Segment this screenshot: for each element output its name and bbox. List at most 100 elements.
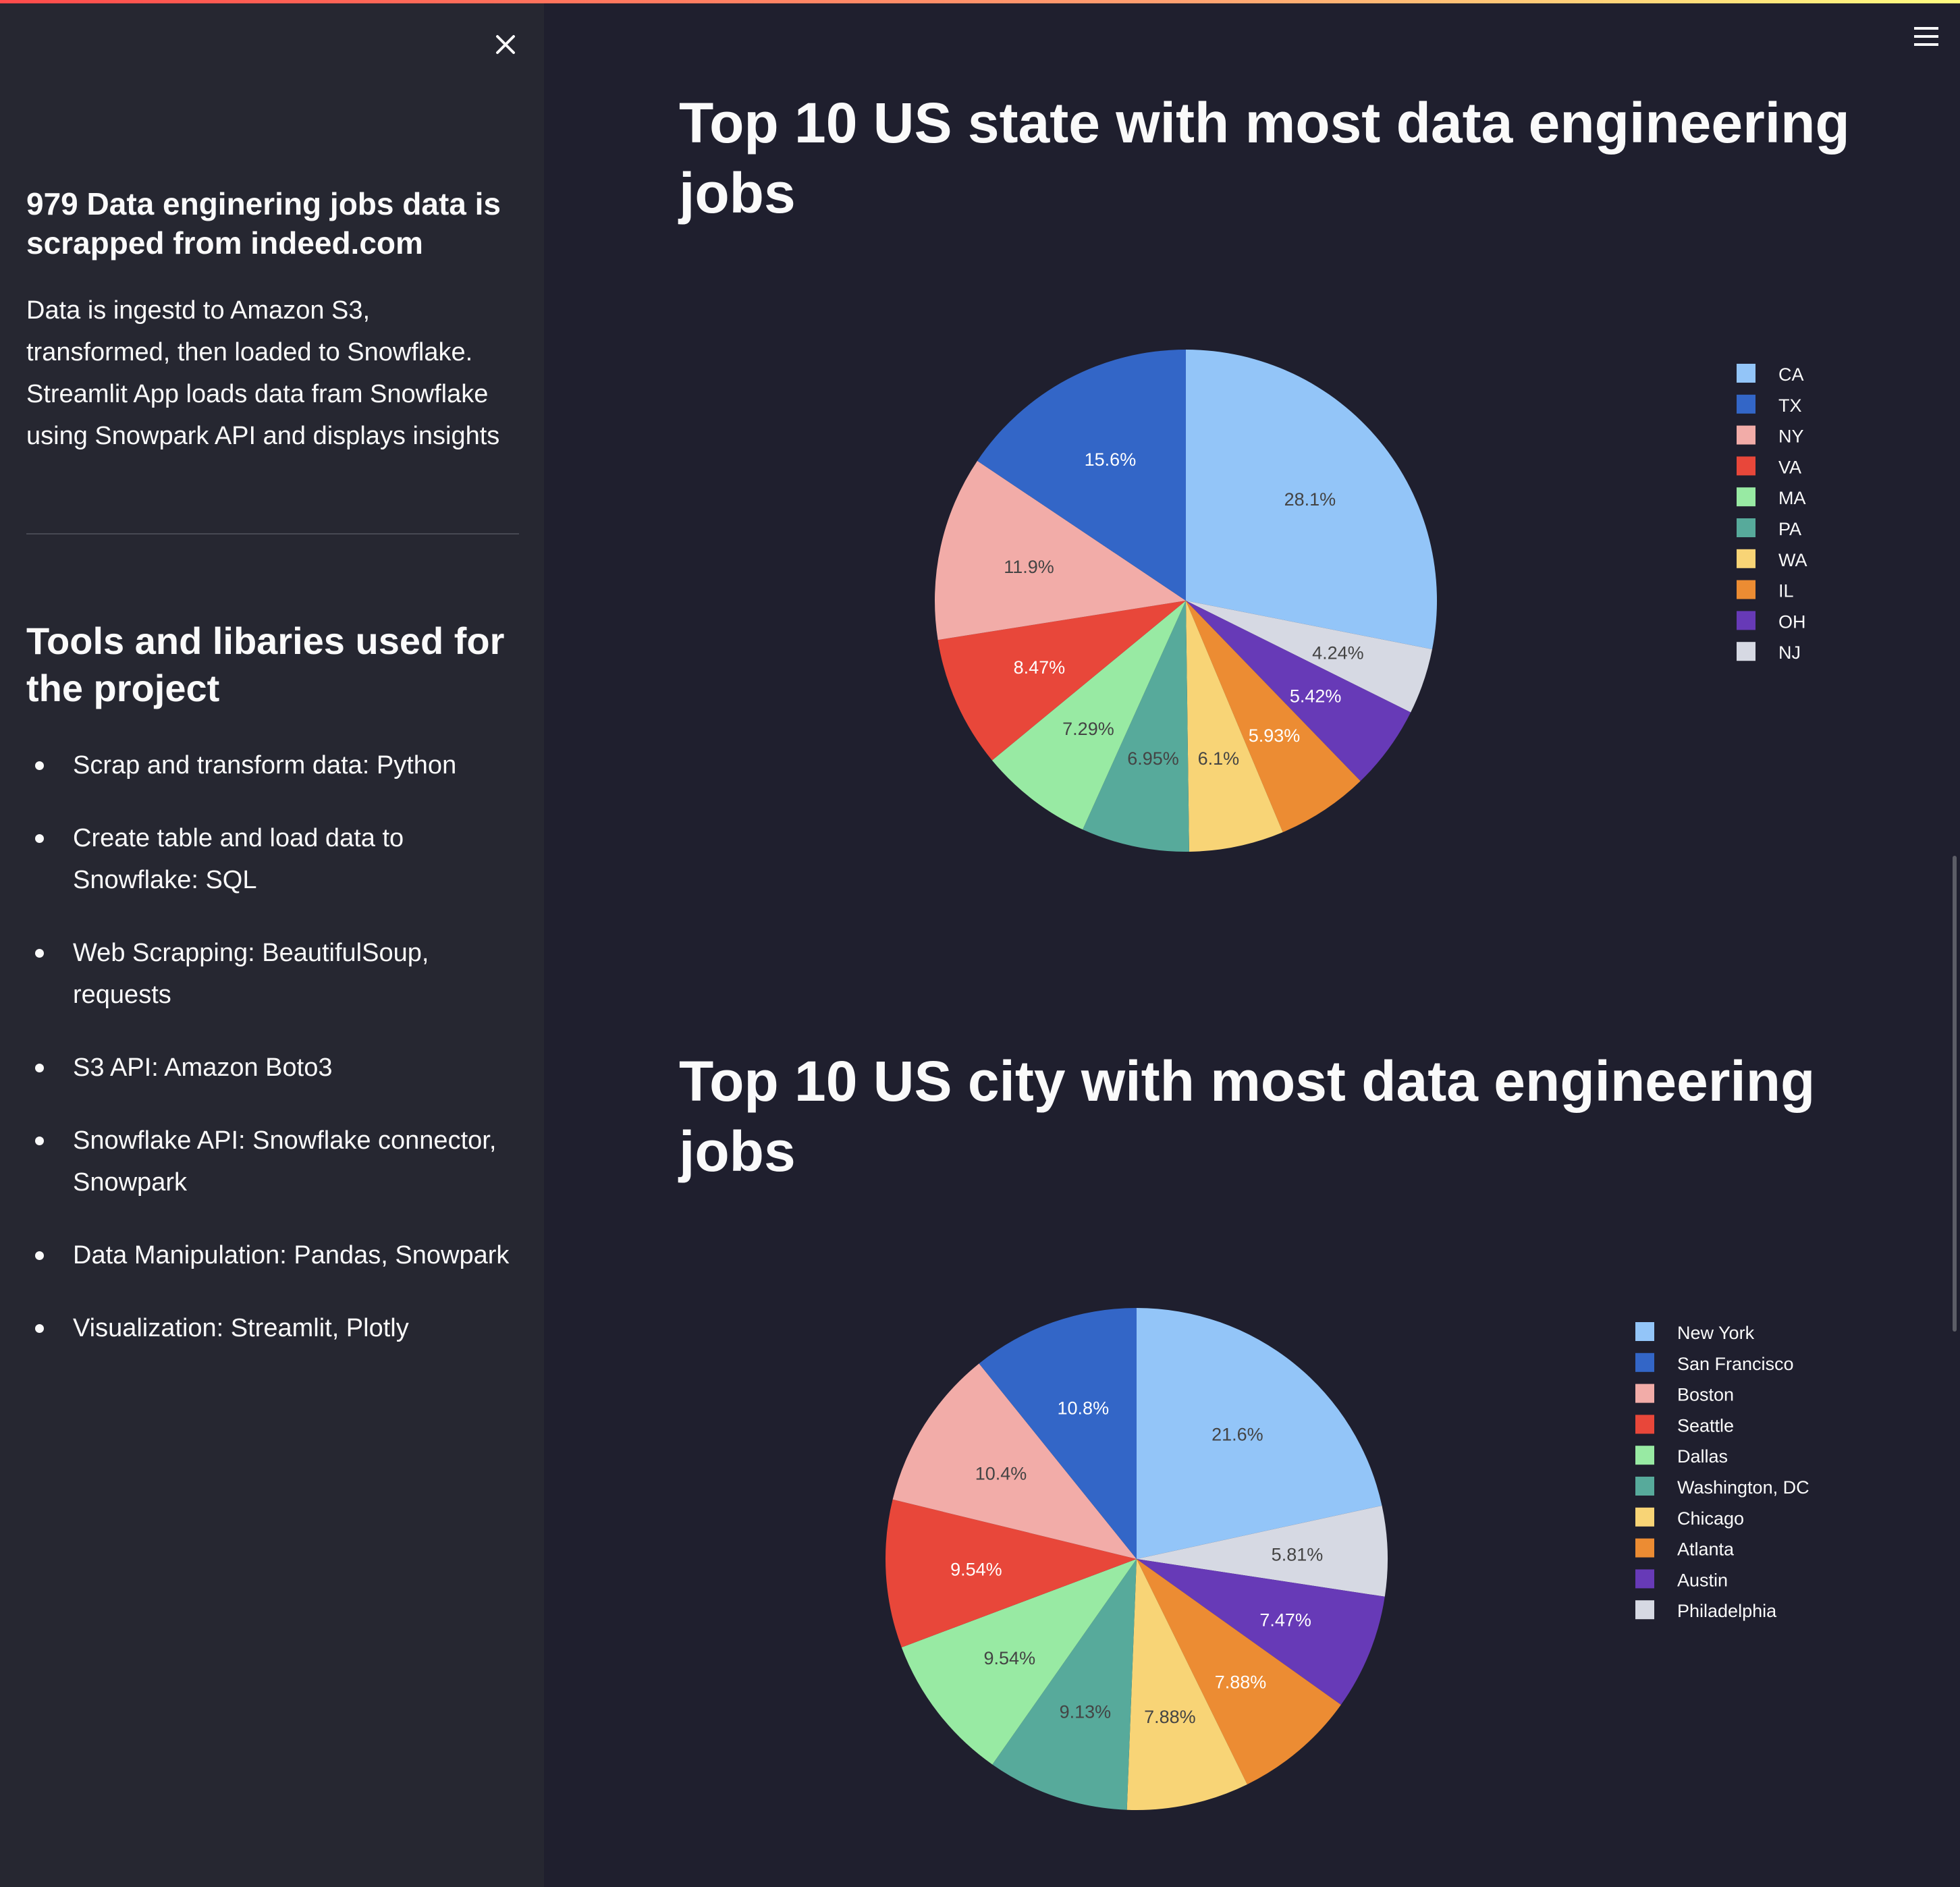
close-sidebar-button[interactable] bbox=[491, 30, 520, 59]
close-icon bbox=[496, 35, 515, 54]
pie-slice[interactable] bbox=[992, 1559, 1137, 1810]
main-menu-button[interactable] bbox=[1914, 27, 1938, 47]
pie-data-label: 7.88% bbox=[1144, 1707, 1196, 1727]
legend-label[interactable]: NJ bbox=[1778, 642, 1801, 663]
pie-data-label: 4.24% bbox=[1312, 643, 1364, 663]
pie-slice[interactable] bbox=[1186, 601, 1283, 852]
legend-swatch[interactable] bbox=[1737, 580, 1755, 599]
pie-slice[interactable] bbox=[1137, 1308, 1382, 1559]
legend-label[interactable]: MA bbox=[1778, 488, 1806, 508]
pie-data-label: 21.6% bbox=[1212, 1425, 1263, 1445]
top-accent-bar bbox=[0, 0, 1960, 3]
legend-label[interactable]: NY bbox=[1778, 427, 1804, 447]
chart-legend: New York San Francisco Boston Seattle Dallas… bbox=[1635, 1322, 1809, 1621]
pie-data-label: 28.1% bbox=[1284, 489, 1336, 510]
legend-label[interactable]: San Francisco bbox=[1677, 1354, 1794, 1374]
legend-swatch[interactable] bbox=[1635, 1569, 1654, 1589]
sidebar: 979 Data enginering jobs data is scrappe… bbox=[0, 3, 544, 1887]
pie-slice[interactable] bbox=[1137, 1505, 1388, 1597]
pie-data-label: 15.6% bbox=[1085, 449, 1137, 470]
sidebar-description: Data is ingestd to Amazon S3, transforme… bbox=[26, 296, 500, 450]
pie-slice[interactable] bbox=[1186, 601, 1411, 782]
pie-data-label: 6.1% bbox=[1198, 748, 1240, 769]
legend-label[interactable]: Austin bbox=[1677, 1570, 1728, 1590]
legend-label[interactable]: Seattle bbox=[1677, 1415, 1734, 1435]
legend-swatch[interactable] bbox=[1635, 1477, 1654, 1496]
legend-label[interactable]: WA bbox=[1778, 550, 1807, 570]
pie-slice[interactable] bbox=[1186, 350, 1437, 650]
legend-swatch[interactable] bbox=[1737, 518, 1755, 537]
list-item: S3 API: Amazon Boto3 bbox=[26, 1047, 526, 1089]
list-item: Data Manipulation: Pandas, Snowpark bbox=[26, 1234, 526, 1276]
pie-data-label: 10.4% bbox=[975, 1463, 1027, 1483]
legend-swatch[interactable] bbox=[1635, 1538, 1654, 1558]
pie-slice[interactable] bbox=[1126, 1559, 1247, 1810]
legend-swatch[interactable] bbox=[1635, 1507, 1654, 1527]
list-item: Scrap and transform data: Python bbox=[26, 744, 526, 786]
scrollbar[interactable] bbox=[1953, 856, 1957, 1332]
legend-label[interactable]: TX bbox=[1778, 395, 1802, 416]
pie-slice[interactable] bbox=[935, 460, 1186, 640]
legend-label[interactable]: Washington, DC bbox=[1677, 1477, 1809, 1498]
pie-slice[interactable] bbox=[1137, 1559, 1385, 1705]
pie-data-label: 9.13% bbox=[1060, 1702, 1112, 1722]
list-item: Create table and load data to Snowflake:… bbox=[26, 817, 526, 901]
pie-data-label: 7.29% bbox=[1062, 719, 1114, 739]
legend-swatch[interactable] bbox=[1737, 549, 1755, 568]
legend-swatch[interactable] bbox=[1635, 1600, 1654, 1620]
pie-slice[interactable] bbox=[937, 601, 1186, 761]
pie-chart-0: 28.1% 4.24% 5.42% 5.93% 6.1% 6.95% 7.29% 8.47% 1… bbox=[935, 350, 1807, 852]
tools-list: Scrap and transform data: Python Create … bbox=[26, 744, 526, 1380]
sidebar-divider bbox=[26, 533, 519, 535]
pie-data-label: 10.8% bbox=[1058, 1398, 1110, 1418]
legend-label[interactable]: IL bbox=[1778, 581, 1794, 601]
pie-slice[interactable] bbox=[892, 1363, 1137, 1559]
pie-slice[interactable] bbox=[979, 1308, 1137, 1559]
pie-slice[interactable] bbox=[1137, 1559, 1341, 1784]
legend-swatch[interactable] bbox=[1737, 456, 1755, 476]
legend-label[interactable]: Atlanta bbox=[1677, 1539, 1735, 1560]
chart-legend: CA TX NY VA MA PA WA IL OH NJ bbox=[1737, 364, 1807, 663]
legend-swatch[interactable] bbox=[1737, 611, 1755, 630]
pie-data-label: 11.9% bbox=[1004, 557, 1054, 577]
pie-data-label: 6.95% bbox=[1127, 748, 1179, 769]
pie-data-label: 5.81% bbox=[1272, 1544, 1324, 1564]
legend-swatch[interactable] bbox=[1737, 487, 1755, 507]
city-chart-title: Top 10 US city with most data engineerin… bbox=[679, 1049, 1816, 1183]
legend-swatch[interactable] bbox=[1635, 1446, 1654, 1465]
legend-label[interactable]: PA bbox=[1778, 519, 1801, 539]
legend-label[interactable]: VA bbox=[1778, 457, 1801, 477]
legend-label[interactable]: OH bbox=[1778, 611, 1806, 632]
state-chart-title: Top 10 US state with most data engineeri… bbox=[679, 91, 1850, 225]
pie-slice[interactable] bbox=[991, 601, 1186, 830]
legend-swatch[interactable] bbox=[1737, 425, 1755, 445]
legend-label[interactable]: New York bbox=[1677, 1323, 1755, 1343]
legend-swatch[interactable] bbox=[1635, 1322, 1654, 1341]
legend-label[interactable]: Boston bbox=[1677, 1385, 1734, 1405]
pie-slice[interactable] bbox=[886, 1499, 1137, 1647]
legend-swatch[interactable] bbox=[1635, 1415, 1654, 1434]
pie-slice[interactable] bbox=[977, 350, 1186, 601]
legend-swatch[interactable] bbox=[1635, 1384, 1654, 1403]
sidebar-heading: 979 Data enginering jobs data is scrappe… bbox=[26, 186, 501, 261]
pie-data-label: 9.54% bbox=[984, 1648, 1036, 1668]
legend-swatch[interactable] bbox=[1737, 364, 1755, 383]
pie-data-label: 7.47% bbox=[1259, 1610, 1311, 1630]
legend-label[interactable]: Dallas bbox=[1677, 1446, 1728, 1467]
list-item: Snowflake API: Snowflake connector, Snow… bbox=[26, 1120, 526, 1203]
legend-label[interactable]: Philadelphia bbox=[1677, 1601, 1777, 1621]
pie-slice[interactable] bbox=[1186, 601, 1432, 713]
pie-slice[interactable] bbox=[901, 1559, 1137, 1765]
tools-heading: Tools and libaries used for the project bbox=[26, 620, 505, 709]
pie-data-label: 8.47% bbox=[1014, 657, 1066, 678]
legend-swatch[interactable] bbox=[1737, 394, 1755, 414]
legend-swatch[interactable] bbox=[1635, 1352, 1654, 1372]
pie-slice[interactable] bbox=[1186, 601, 1361, 833]
legend-label[interactable]: CA bbox=[1778, 364, 1804, 385]
pie-data-label: 5.93% bbox=[1249, 726, 1301, 746]
pie-slice[interactable] bbox=[1083, 601, 1189, 852]
hamburger-icon bbox=[1914, 27, 1938, 46]
legend-swatch[interactable] bbox=[1737, 642, 1755, 661]
pie-data-label: 7.88% bbox=[1215, 1672, 1267, 1693]
legend-label[interactable]: Chicago bbox=[1677, 1508, 1744, 1529]
